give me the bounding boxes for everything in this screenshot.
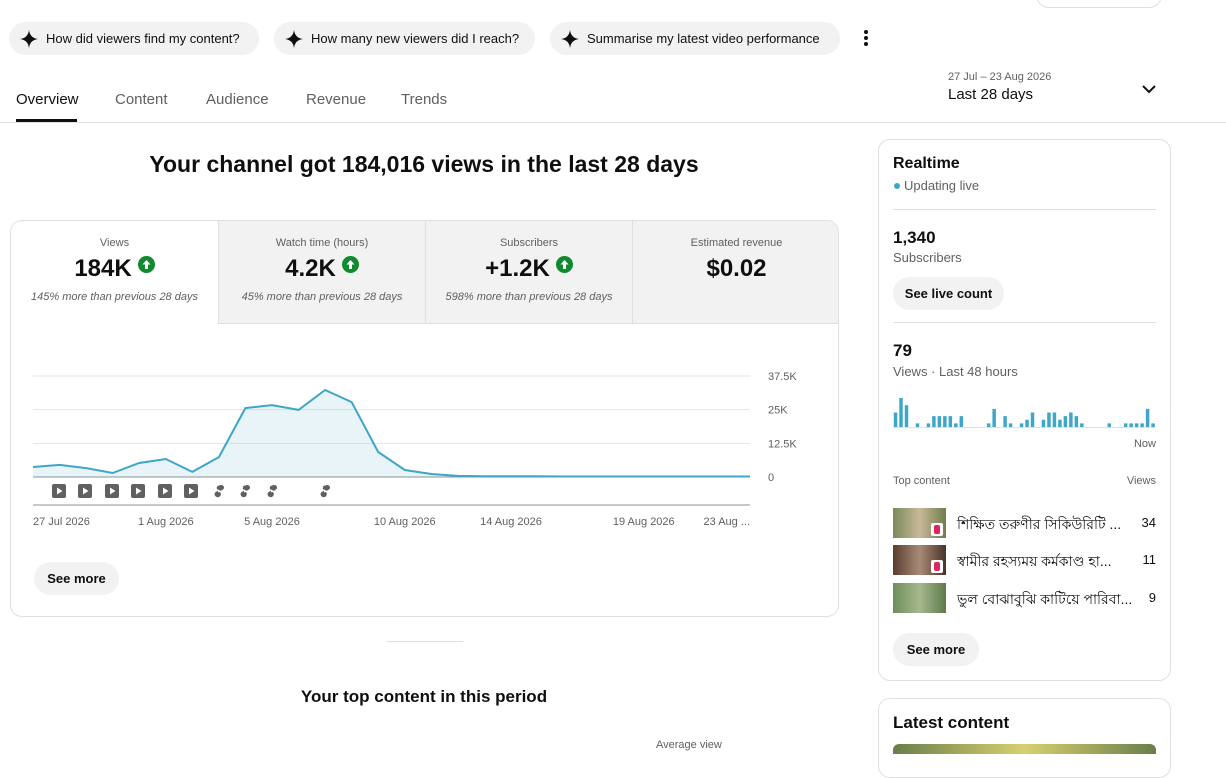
metric-value-row: 184K [11, 255, 218, 283]
metrics-card: Views 184K 145% more than previous 28 days… [10, 220, 839, 617]
headline: Your channel got 184,016 views in the la… [149, 151, 699, 177]
tab[interactable]: Revenue [306, 91, 367, 108]
section-divider [386, 641, 463, 642]
more-menu[interactable] [858, 28, 874, 48]
metric-change: 145% more than previous 28 days [31, 291, 198, 303]
sparkle-icon [285, 30, 303, 48]
tab-divider [0, 122, 1226, 123]
metric-value: +1.2K [485, 255, 550, 282]
tab[interactable]: Content [115, 91, 168, 108]
realtime-status: Updating live [904, 178, 980, 193]
content-views: 34 [1141, 515, 1156, 530]
realtime-views: 79 [893, 341, 912, 360]
metric-label: Estimated revenue [690, 237, 783, 249]
views-column: Views [1126, 475, 1156, 487]
top-content-label: Top content [893, 475, 950, 487]
metric-tab[interactable]: Views 184K 145% more than previous 28 days [11, 221, 218, 324]
tab[interactable]: Trends [401, 91, 448, 108]
chip-label: Summarise my latest video performance [587, 31, 820, 46]
content-views: 11 [1142, 552, 1157, 567]
metric-change: 45% more than previous 28 days [241, 291, 403, 303]
metric-tab[interactable]: Subscribers +1.2K 598% more than previous … [425, 221, 632, 324]
metric-label: Watch time (hours) [275, 237, 369, 249]
date-dropdown[interactable] [1141, 83, 1157, 95]
latest-content-title: Latest content [893, 713, 1010, 732]
metric-tab[interactable]: Estimated revenue $0.02 [632, 221, 838, 324]
tab[interactable]: Audience [206, 91, 269, 108]
divider [893, 322, 1156, 323]
thumbnail[interactable] [893, 508, 946, 538]
thumbnail[interactable] [893, 545, 946, 575]
see-more-button[interactable]: See more [34, 562, 119, 595]
see-more-button[interactable]: See more [893, 633, 979, 666]
metric-value: $0.02 [706, 255, 767, 282]
tab-indicator [16, 119, 77, 122]
suggestion-chip[interactable]: Summarise my latest video performance [550, 22, 840, 55]
date-period: 27 Jul – 23 Aug 2026 [948, 71, 1052, 83]
chip-label: How many new viewers did I reach? [311, 31, 520, 46]
metric-value-row: +1.2K [426, 255, 632, 283]
latest-content-panel [878, 698, 1171, 778]
subscriber-count: 1,340 [893, 228, 936, 247]
up-icon [555, 256, 573, 273]
sparkle-icon [20, 30, 38, 48]
tab[interactable]: Overview [16, 91, 79, 108]
date-label[interactable]: Last 28 days [948, 86, 1034, 103]
live-count-button[interactable]: See live count [893, 277, 1004, 310]
sparkle-icon [561, 30, 579, 48]
column-header: Average view [656, 739, 722, 751]
content-title[interactable]: স্বামীর রহস্যময় কর্মকাণ্ড হা... [957, 553, 1112, 569]
metric-tab[interactable]: Watch time (hours) 4.2K 45% more than prev… [218, 221, 425, 324]
thumbnail[interactable] [893, 744, 1156, 754]
suggestion-chip[interactable]: How did viewers find my content? [9, 22, 259, 55]
up-icon [137, 256, 155, 273]
metric-value-row: 4.2K [219, 255, 425, 283]
section-heading: Your top content in this period [300, 687, 548, 706]
metric-label: Views [99, 237, 130, 249]
chip-label: How did viewers find my content? [46, 31, 240, 46]
metric-value: 184K [74, 255, 132, 282]
top-button[interactable] [1036, 0, 1162, 8]
content-title[interactable]: ভুল বোঝাবুঝি কাটিয়ে পারিবা... [957, 591, 1133, 607]
suggestion-chip[interactable]: How many new viewers did I reach? [274, 22, 535, 55]
up-icon [341, 256, 359, 273]
realtime-title: Realtime [893, 155, 960, 172]
metric-label: Subscribers [499, 237, 559, 249]
content-title[interactable]: শিক্ষিত তরুণীর সিকিউরিটি ... [957, 516, 1122, 532]
metric-change: 598% more than previous 28 days [445, 291, 613, 303]
divider [893, 209, 1156, 210]
thumbnail[interactable] [893, 583, 946, 613]
realtime-views-label: Views · Last 48 hours [893, 364, 1018, 379]
realtime-panel [878, 139, 1171, 681]
content-views: 9 [1148, 590, 1156, 605]
live-dot [894, 183, 900, 189]
subscriber-label: Subscribers [893, 250, 962, 265]
metric-value: 4.2K [285, 255, 336, 282]
